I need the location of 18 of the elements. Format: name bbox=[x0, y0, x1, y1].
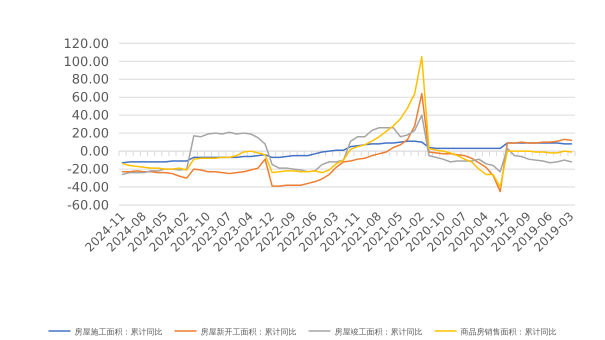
y-tick-label: 0.00 bbox=[80, 144, 109, 160]
y-tick-label: 100.00 bbox=[64, 54, 109, 70]
y-tick-label: -60.00 bbox=[67, 198, 109, 214]
legend-label: 房屋新开工面积：累计同比 bbox=[200, 328, 296, 336]
y-tick-label: 40.00 bbox=[72, 108, 109, 124]
legend-label: 商品房销售面积：累计同比 bbox=[460, 328, 556, 336]
line-series bbox=[122, 56, 572, 188]
legend-label: 房屋施工面积：累计同比 bbox=[74, 328, 162, 336]
y-tick-label: -20.00 bbox=[67, 162, 109, 178]
line-series bbox=[122, 92, 572, 192]
y-tick-label: -40.00 bbox=[67, 180, 109, 196]
line-series bbox=[122, 140, 572, 164]
legend-label: 房屋竣工面积：累计同比 bbox=[334, 328, 422, 336]
y-tick-label: 60.00 bbox=[72, 90, 109, 106]
y-tick-label: 120.00 bbox=[64, 36, 109, 52]
line-series bbox=[122, 114, 572, 176]
y-tick-label: 20.00 bbox=[72, 126, 109, 142]
y-tick-label: 80.00 bbox=[72, 72, 109, 88]
